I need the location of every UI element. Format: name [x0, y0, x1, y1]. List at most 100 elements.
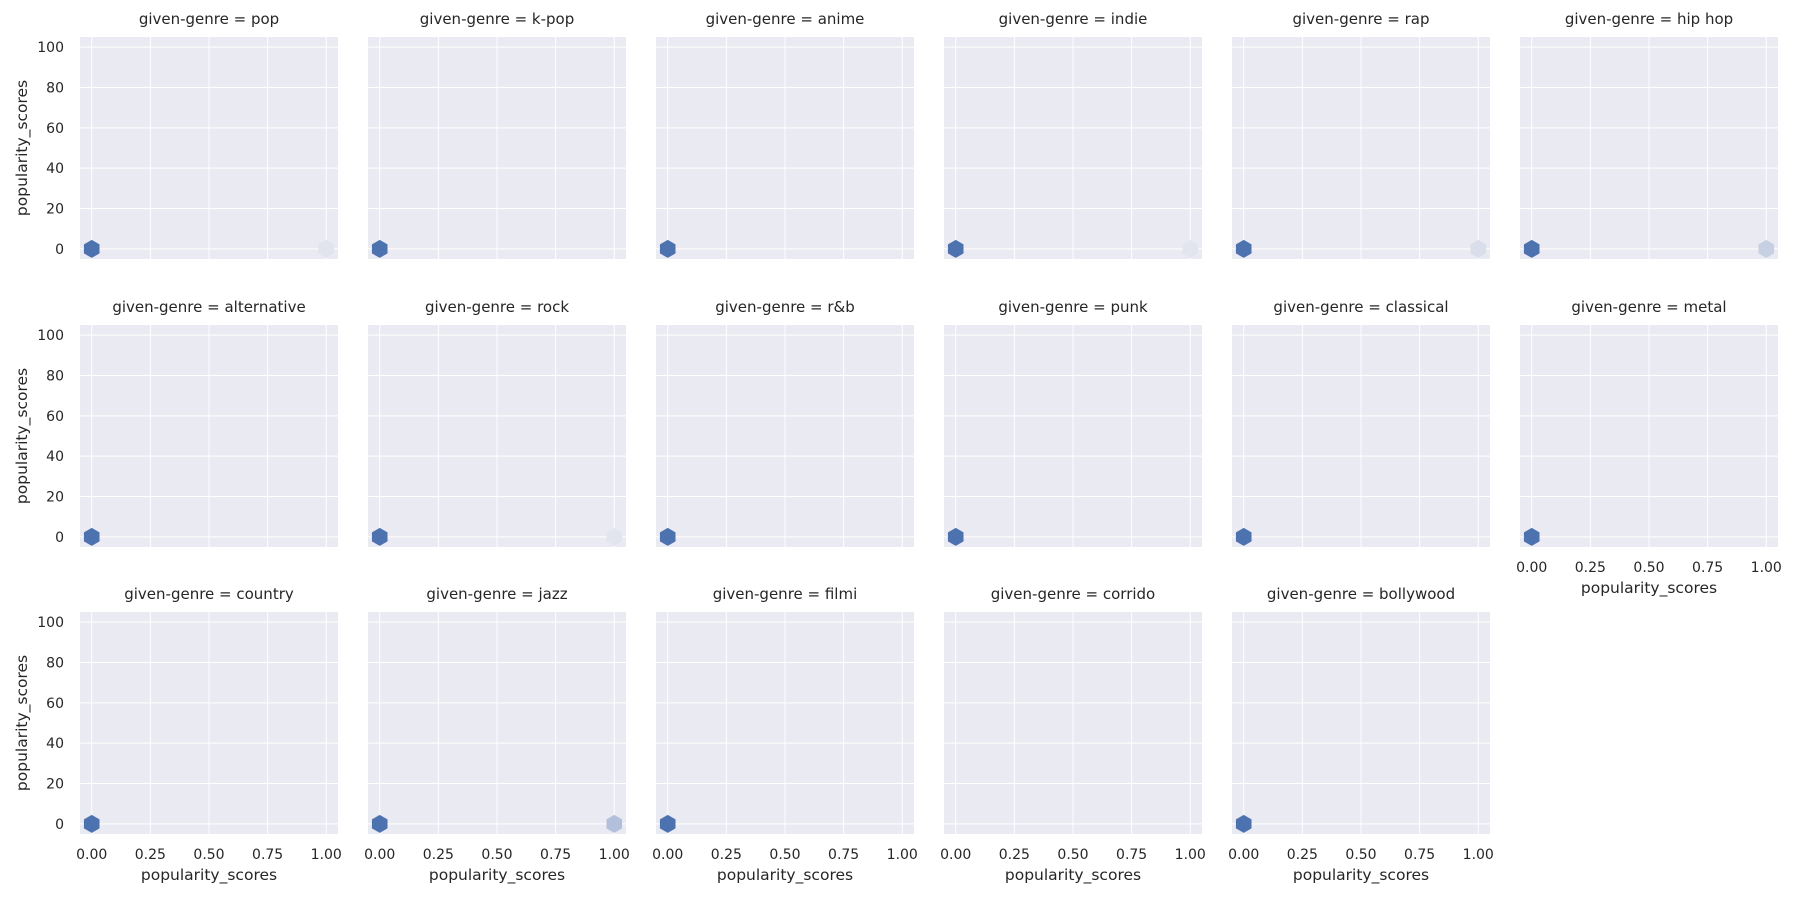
facet-panel: given-genre = rap: [1232, 10, 1490, 259]
facet-title: given-genre = punk: [998, 298, 1148, 316]
hexbin-cell: [1235, 239, 1252, 258]
x-tick-label: 0.00: [1228, 847, 1259, 863]
x-tick-label: 0.00: [76, 847, 107, 863]
facet-panel: given-genre = punk: [944, 298, 1202, 547]
y-tick-label: 20: [46, 202, 64, 218]
facet-panel: given-genre = filmi 0.00 0.25 0.50 0.75 1.00 p…: [652, 585, 918, 885]
facet-title: given-genre = bollywood: [1267, 585, 1455, 603]
y-tick-label: 40: [46, 161, 64, 177]
x-tick-label: 0.50: [193, 847, 224, 863]
facet-panel: given-genre = country 0 20 40 60 80 100 popular…: [13, 585, 342, 885]
facet-panel: given-genre = r&b: [656, 298, 914, 547]
x-axis-label: popularity_scores: [141, 866, 277, 885]
x-tick-label: 1.00: [599, 847, 630, 863]
hexbin-cell: [1182, 239, 1199, 258]
x-axis-label: popularity_scores: [1581, 579, 1717, 598]
y-tick-label: 80: [46, 655, 64, 671]
hexbin-cell: [606, 814, 623, 833]
x-tick-label: 1.00: [887, 847, 918, 863]
hexbin-cell: [947, 527, 964, 546]
facet-panel: given-genre = anime: [656, 10, 914, 259]
x-tick-label: 1.00: [311, 847, 342, 863]
y-tick-label: 40: [46, 736, 64, 752]
hexbin-cell: [1470, 239, 1487, 258]
y-tick-label: 60: [46, 696, 64, 712]
y-tick-label: 60: [46, 409, 64, 425]
hexbin-cell: [1235, 527, 1252, 546]
x-tick-label: 0.00: [1516, 560, 1547, 576]
y-tick-label: 0: [55, 242, 64, 258]
facet-title: given-genre = k-pop: [420, 10, 574, 28]
hexbin-cell: [659, 527, 676, 546]
facet-title: given-genre = r&b: [715, 298, 855, 316]
facet-title: given-genre = classical: [1273, 298, 1448, 316]
y-tick-label: 20: [46, 490, 64, 506]
facet-title: given-genre = indie: [999, 10, 1148, 28]
hexbin-cell: [83, 814, 100, 833]
facet-panel: given-genre = classical: [1232, 298, 1490, 547]
facet-title: given-genre = filmi: [713, 585, 858, 603]
hexbin-cell: [371, 814, 388, 833]
facet-panel: given-genre = alternative 0 20 40 60 80 100 pop…: [13, 298, 338, 547]
x-tick-label: 0.75: [1116, 847, 1147, 863]
x-axis-label: popularity_scores: [717, 866, 853, 885]
x-tick-label: 0.00: [364, 847, 395, 863]
facet-panel: given-genre = jazz 0.00 0.25 0.50 0.75 1.00 po…: [364, 585, 630, 885]
y-tick-label: 100: [37, 40, 64, 56]
y-tick-label: 80: [46, 368, 64, 384]
hexbin-cell: [1235, 814, 1252, 833]
x-tick-label: 1.00: [1175, 847, 1206, 863]
y-axis-label: popularity_scores: [13, 368, 32, 504]
facet-title: given-genre = anime: [706, 10, 865, 28]
x-tick-label: 0.25: [423, 847, 454, 863]
x-tick-label: 1.00: [1751, 560, 1782, 576]
hexbin-cell: [318, 239, 335, 258]
facet-panel: given-genre = pop 0 20 40 60 80 100 popularity_…: [13, 10, 338, 259]
x-tick-label: 0.25: [711, 847, 742, 863]
x-tick-label: 0.50: [1345, 847, 1376, 863]
hexbin-cell: [659, 814, 676, 833]
x-tick-label: 0.25: [135, 847, 166, 863]
hexbin-cell: [1758, 239, 1775, 258]
hexbin-cell: [947, 239, 964, 258]
hexbin-cell: [83, 527, 100, 546]
y-tick-label: 20: [46, 777, 64, 793]
facet-panel: given-genre = corrido 0.00 0.25 0.50 0.75 1.0…: [940, 585, 1206, 885]
facet-title: given-genre = pop: [139, 10, 279, 28]
facet-title: given-genre = rock: [425, 298, 569, 316]
y-tick-label: 60: [46, 121, 64, 137]
x-tick-label: 0.50: [1057, 847, 1088, 863]
hexbin-cell: [659, 239, 676, 258]
facet-title: given-genre = alternative: [112, 298, 305, 316]
x-tick-label: 0.25: [999, 847, 1030, 863]
hexbin-cell: [371, 527, 388, 546]
x-tick-label: 0.00: [940, 847, 971, 863]
y-tick-label: 0: [55, 817, 64, 833]
facet-panel: given-genre = k-pop: [368, 10, 626, 259]
x-axis-label: popularity_scores: [1005, 866, 1141, 885]
y-tick-label: 0: [55, 530, 64, 546]
x-tick-label: 0.75: [540, 847, 571, 863]
hexbin-cell: [371, 239, 388, 258]
facet-title: given-genre = country: [124, 585, 294, 603]
y-tick-label: 40: [46, 449, 64, 465]
x-tick-label: 0.75: [252, 847, 283, 863]
hexbin-cell: [1523, 527, 1540, 546]
facet-title: given-genre = metal: [1571, 298, 1726, 316]
facet-title: given-genre = jazz: [426, 585, 567, 603]
x-tick-label: 1.00: [1463, 847, 1494, 863]
hexbin-cell: [83, 239, 100, 258]
x-axis-label: popularity_scores: [429, 866, 565, 885]
hexbin-cell: [1523, 239, 1540, 258]
y-tick-label: 100: [37, 615, 64, 631]
y-axis-label: popularity_scores: [13, 80, 32, 216]
facet-panel: given-genre = metal 0.00 0.25 0.50 0.75 1.00 p…: [1516, 298, 1782, 598]
x-tick-label: 0.50: [1633, 560, 1664, 576]
x-tick-label: 0.00: [652, 847, 683, 863]
x-tick-label: 0.75: [1692, 560, 1723, 576]
x-tick-label: 0.50: [481, 847, 512, 863]
x-tick-label: 0.75: [828, 847, 859, 863]
x-tick-label: 0.75: [1404, 847, 1435, 863]
facet-title: given-genre = corrido: [991, 585, 1156, 603]
